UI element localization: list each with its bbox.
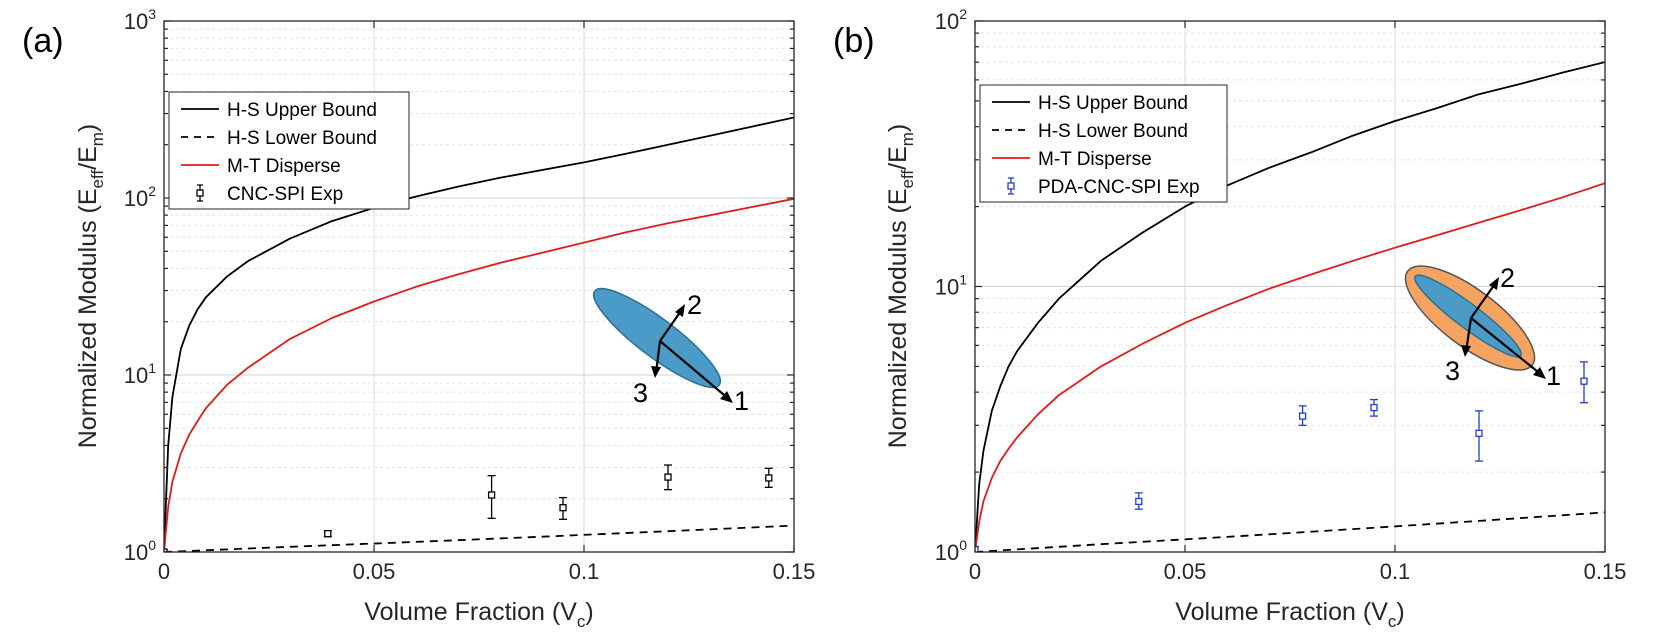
inset-arrowhead-2 [675,304,685,317]
panel-b-plot-area [975,61,1605,552]
legend-label-exp: PDA-CNC-SPI Exp [1038,177,1200,198]
panel-b-fiber-inset: 1 2 3 [1404,263,1561,391]
inset-axis-1 [1470,317,1544,377]
inset-arrowhead-3 [651,366,661,378]
panel-a-plot-area [164,116,794,552]
panel-b: (b) 1 2 3 0 0.05 0.1 0.15 100 101 102 H-S Uppe… [833,6,1626,631]
inset-label-2: 2 [687,290,702,320]
data-point [664,464,672,491]
inset-arrowhead-3 [1461,345,1471,357]
data-point [1475,410,1483,462]
panel-b-ticks: 0 0.05 0.1 0.15 100 101 102 [935,6,1627,584]
marker-square [664,473,672,481]
legend-swatch-exp [1007,177,1015,195]
marker-square [324,529,332,538]
x-tick-label: 0.05 [353,559,396,584]
x-tick-label: 0 [969,559,981,584]
panel-a: (a) 1 2 3 0 0.05 0.1 0.15 100 101 102 103 H-S U… [22,6,815,631]
x-tick-label: 0.05 [1164,559,1207,584]
marker-square [1475,429,1483,437]
x-tick-label: 0.1 [569,559,600,584]
marker-square [765,474,773,482]
legend-label-lower: H-S Lower Bound [227,128,377,149]
series-line-hs-lower [164,524,794,552]
marker-square [164,548,168,552]
legend-label-lower: H-S Lower Bound [1038,121,1188,142]
y-tick-label: 100 [935,537,967,565]
inset-label-2: 2 [1500,263,1515,293]
marker-square [487,491,496,499]
panel-a-ylabel: Normalized Modulus (Eeff/Em) [74,124,107,449]
inset-axis-1 [659,340,731,401]
inset-arrowhead-2 [1489,277,1499,290]
data-point [164,548,168,552]
legend-label-mt: M-T Disperse [227,156,341,177]
panel-a-label: (a) [22,22,64,60]
inset-arrowhead-1 [1533,367,1546,379]
x-tick-label: 0.1 [1380,559,1411,584]
series-line-hs-upper [975,61,1605,552]
x-tick-label: 0.15 [773,559,816,584]
fiber-ellipse [592,287,722,389]
y-tick-label: 101 [124,360,156,388]
data-point [559,496,567,520]
marker-square [1370,403,1378,412]
series-line-hs-lower [975,511,1605,552]
legend-label-upper: H-S Upper Bound [1038,93,1188,114]
legend-label-mt: M-T Disperse [1038,149,1152,170]
x-tick-label: 0 [158,559,170,584]
panel-a-fiber-inset: 1 2 3 [592,287,749,416]
panel-a-xlabel: Volume Fraction (Vc) [364,598,593,631]
marker-square [1135,497,1143,506]
inset-arrowhead-1 [720,391,733,403]
legend-label-upper: H-S Upper Bound [227,100,377,121]
data-point [323,529,332,538]
x-tick-label: 0.15 [1584,559,1627,584]
panel-b-ylabel: Normalized Modulus (Eeff/Em) [884,124,917,449]
y-tick-label: 102 [124,183,156,211]
y-tick-label: 101 [935,272,967,300]
y-tick-label: 102 [935,6,967,34]
panel-b-xlabel: Volume Fraction (Vc) [1175,598,1404,631]
inset-label-1: 1 [734,386,749,416]
data-point [487,474,496,519]
panel-b-label: (b) [833,22,875,60]
marker-square [975,546,979,552]
series-line-hs-upper [164,116,794,552]
data-point [1370,398,1378,417]
inset-label-3: 3 [1445,356,1460,386]
marker-square [559,504,567,512]
y-tick-label: 103 [124,6,156,34]
panel-a-axes-box [163,20,795,553]
data-point [975,545,979,552]
panel-a-ticks: 0 0.05 0.1 0.15 100 101 102 103 [124,6,816,584]
data-point [764,467,773,488]
legend-swatch-exp [196,184,204,202]
legend-box [168,91,410,210]
inset-label-1: 1 [1546,361,1561,391]
data-point [1134,492,1143,510]
marker-square [1298,412,1307,420]
series-line-mt-disperse [975,182,1605,552]
panel-b-legend: H-S Upper Bound H-S Lower Bound M-T Disp… [979,84,1228,203]
legend-box [979,84,1228,203]
data-point [1580,361,1588,404]
inset-label-3: 3 [633,378,648,408]
y-tick-label: 100 [124,537,156,565]
panel-a-legend: H-S Upper Bound H-S Lower Bound M-T Disp… [168,91,410,210]
series-line-mt-disperse [164,197,794,552]
data-point [1298,405,1307,426]
marker-square [1580,377,1588,385]
legend-label-exp: CNC-SPI Exp [227,184,343,205]
